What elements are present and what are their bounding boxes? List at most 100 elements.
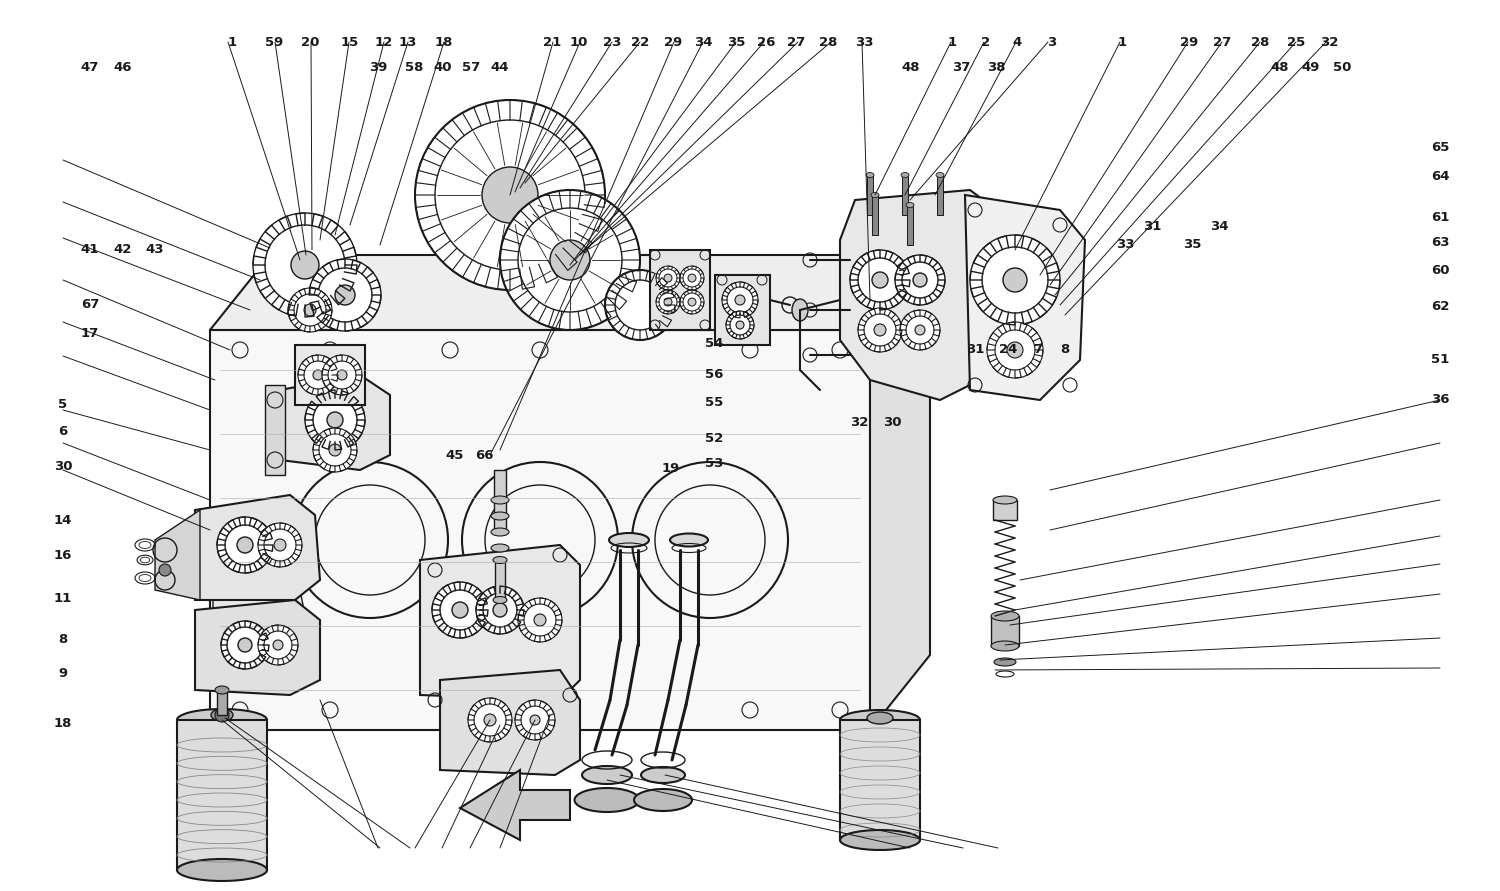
Text: 5: 5 — [58, 398, 68, 411]
Circle shape — [314, 398, 357, 442]
Circle shape — [682, 293, 700, 311]
Circle shape — [656, 290, 680, 314]
Text: 9: 9 — [58, 667, 68, 680]
Text: 53: 53 — [705, 457, 723, 470]
Bar — [840, 720, 920, 840]
Circle shape — [982, 247, 1048, 313]
Circle shape — [304, 390, 364, 450]
Text: 33: 33 — [1116, 238, 1134, 250]
Text: 12: 12 — [375, 36, 393, 48]
Circle shape — [664, 298, 672, 306]
Circle shape — [534, 614, 546, 626]
Text: 60: 60 — [1431, 265, 1449, 277]
Bar — [902, 175, 908, 215]
Text: 44: 44 — [490, 61, 508, 74]
Text: 63: 63 — [1431, 236, 1449, 249]
Text: 54: 54 — [705, 338, 723, 350]
Ellipse shape — [867, 712, 892, 724]
Text: 52: 52 — [705, 432, 723, 445]
Circle shape — [680, 266, 703, 290]
Circle shape — [864, 314, 895, 346]
Circle shape — [688, 298, 696, 306]
Ellipse shape — [871, 192, 879, 198]
Circle shape — [914, 273, 927, 287]
Bar — [650, 250, 710, 330]
Text: 47: 47 — [81, 61, 99, 74]
Text: 4: 4 — [1013, 36, 1022, 48]
Polygon shape — [870, 255, 930, 730]
Ellipse shape — [936, 173, 944, 177]
Text: 23: 23 — [603, 36, 621, 48]
Text: 32: 32 — [850, 416, 868, 429]
Circle shape — [320, 434, 351, 466]
Circle shape — [858, 308, 901, 352]
Bar — [494, 470, 506, 530]
Polygon shape — [440, 670, 580, 775]
Circle shape — [318, 268, 372, 322]
Circle shape — [338, 370, 346, 380]
Circle shape — [432, 582, 488, 638]
Polygon shape — [195, 600, 320, 695]
Circle shape — [728, 287, 753, 313]
Ellipse shape — [494, 596, 507, 603]
Text: 64: 64 — [1431, 170, 1449, 183]
Text: 42: 42 — [114, 243, 132, 256]
Circle shape — [858, 258, 901, 302]
Text: 18: 18 — [435, 36, 453, 48]
Bar — [177, 720, 267, 870]
Text: 16: 16 — [54, 550, 72, 562]
Text: 32: 32 — [1320, 36, 1338, 48]
Circle shape — [482, 167, 538, 223]
Bar — [908, 205, 914, 245]
Text: 30: 30 — [884, 416, 902, 429]
Circle shape — [994, 330, 1035, 370]
Circle shape — [530, 715, 540, 725]
Circle shape — [468, 698, 512, 742]
Text: 11: 11 — [54, 593, 72, 605]
Circle shape — [238, 638, 252, 652]
Circle shape — [730, 315, 750, 335]
Circle shape — [688, 274, 696, 282]
Circle shape — [440, 590, 480, 630]
Text: 41: 41 — [81, 243, 99, 256]
Text: 35: 35 — [728, 36, 746, 48]
Ellipse shape — [177, 709, 267, 731]
Text: 20: 20 — [302, 36, 320, 48]
Circle shape — [514, 700, 555, 740]
Circle shape — [915, 325, 926, 335]
Text: 6: 6 — [58, 425, 68, 437]
Circle shape — [258, 523, 302, 567]
Circle shape — [658, 269, 676, 287]
Ellipse shape — [992, 641, 1018, 651]
Bar — [495, 560, 506, 600]
Circle shape — [237, 537, 254, 553]
Bar — [210, 330, 870, 730]
Circle shape — [220, 621, 268, 669]
Circle shape — [291, 251, 320, 279]
Circle shape — [1007, 342, 1023, 358]
Circle shape — [266, 225, 345, 305]
Text: 27: 27 — [788, 36, 806, 48]
Circle shape — [273, 640, 284, 650]
Polygon shape — [420, 545, 580, 700]
Text: 3: 3 — [1047, 36, 1056, 48]
Text: 28: 28 — [1251, 36, 1269, 48]
Text: 1: 1 — [948, 36, 957, 48]
Text: 33: 33 — [855, 36, 873, 48]
Text: 22: 22 — [632, 36, 650, 48]
Circle shape — [254, 213, 357, 317]
Circle shape — [327, 412, 344, 428]
Ellipse shape — [490, 544, 508, 552]
Circle shape — [264, 631, 292, 659]
Polygon shape — [460, 770, 570, 840]
Ellipse shape — [177, 859, 267, 881]
Text: 55: 55 — [705, 396, 723, 409]
Bar — [938, 175, 944, 215]
Text: 40: 40 — [433, 61, 451, 74]
Polygon shape — [154, 510, 200, 600]
Circle shape — [722, 282, 758, 318]
Circle shape — [314, 370, 322, 380]
Polygon shape — [195, 495, 320, 600]
Bar — [992, 616, 1018, 646]
Text: 51: 51 — [1431, 354, 1449, 366]
